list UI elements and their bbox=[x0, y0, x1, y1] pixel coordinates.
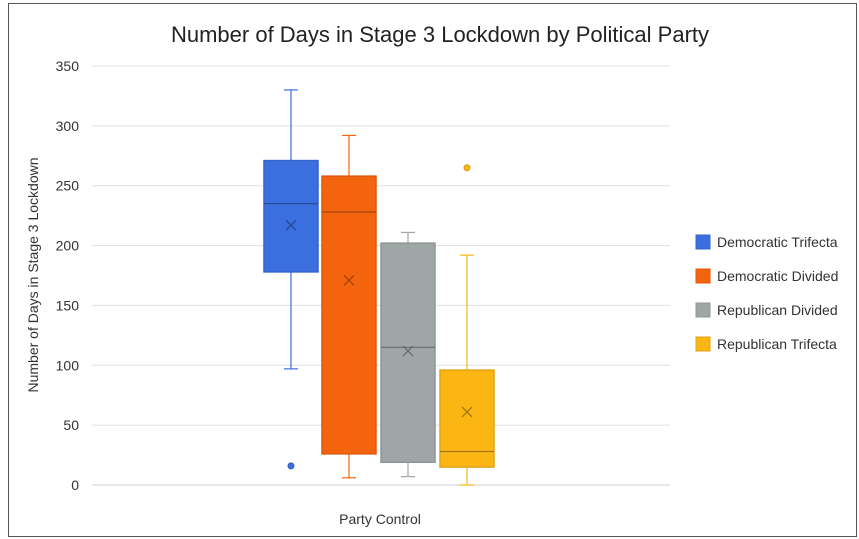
y-axis-title: Number of Days in Stage 3 Lockdown bbox=[25, 157, 41, 392]
legend-swatch bbox=[695, 268, 711, 284]
gridlines bbox=[92, 65, 670, 426]
chart-title: Number of Days in Stage 3 Lockdown by Po… bbox=[171, 22, 709, 47]
interquartile-box bbox=[380, 242, 436, 464]
legend-label: Republican Trifecta bbox=[717, 336, 837, 352]
legend-label: Democratic Divided bbox=[717, 268, 838, 284]
mean-marker bbox=[343, 274, 355, 286]
x-axis-title: Party Control bbox=[339, 511, 421, 527]
interquartile-box bbox=[263, 159, 319, 273]
legend-label: Democratic Trifecta bbox=[717, 234, 838, 250]
interquartile-box bbox=[439, 369, 495, 468]
box-republican-trifecta bbox=[439, 164, 495, 486]
mean-marker bbox=[402, 345, 414, 357]
outlier-point bbox=[287, 462, 295, 470]
legend-swatch bbox=[695, 234, 711, 250]
y-tick-label: 200 bbox=[56, 238, 80, 254]
y-tick-label: 250 bbox=[56, 178, 80, 194]
boxes bbox=[263, 89, 495, 486]
y-tick-label: 0 bbox=[71, 477, 79, 493]
y-tick-label: 350 bbox=[56, 58, 80, 74]
y-tick-label: 150 bbox=[56, 297, 80, 313]
legend-swatch bbox=[695, 336, 711, 352]
y-tick-label: 300 bbox=[56, 118, 80, 134]
mean-marker bbox=[461, 406, 473, 418]
interquartile-box bbox=[321, 175, 377, 455]
y-tick-label: 50 bbox=[63, 417, 79, 433]
box-democratic-divided bbox=[321, 134, 377, 479]
box-democratic-trifecta bbox=[263, 89, 319, 470]
y-axis-ticks: 0 50 100 150 200 250 300 350 bbox=[56, 58, 80, 493]
legend-swatch bbox=[695, 302, 711, 318]
mean-marker bbox=[285, 219, 297, 231]
box-republican-divided bbox=[380, 231, 436, 478]
legend-label: Republican Divided bbox=[717, 302, 838, 318]
outlier-point bbox=[463, 164, 471, 172]
legend: Democratic Trifecta Democratic Divided Rep… bbox=[695, 234, 838, 352]
y-tick-label: 100 bbox=[56, 357, 80, 373]
